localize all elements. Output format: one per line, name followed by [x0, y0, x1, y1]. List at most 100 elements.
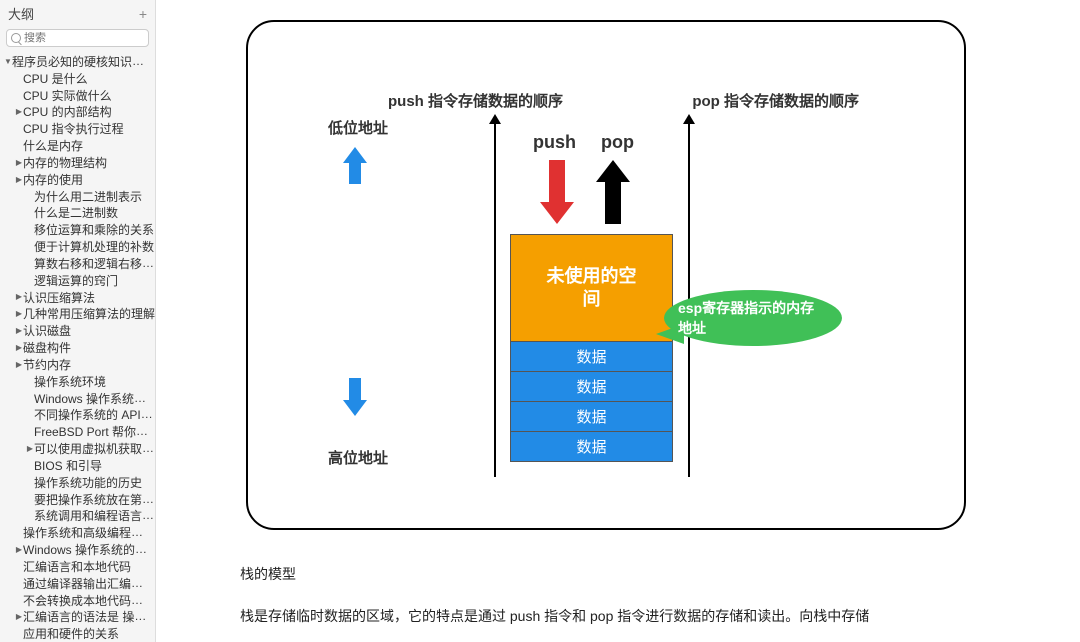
diagram-title-pop: pop 指令存储数据的顺序 [692, 90, 859, 111]
outline-item-label: 便于计算机处理的补数 [34, 240, 154, 254]
stack-boxes: 未使用的空间 数据数据数据数据 [510, 234, 673, 462]
add-icon[interactable]: + [139, 6, 147, 22]
outline-item[interactable]: ▼程序员必知的硬核知识大全 [0, 53, 155, 70]
search-box[interactable] [6, 29, 149, 47]
outline-item-label: 应用和硬件的关系 [23, 627, 119, 641]
chevron-right-icon[interactable]: ▶ [15, 173, 23, 187]
outline-item[interactable]: ▶节约内存 [0, 356, 155, 373]
pop-label: pop [601, 132, 634, 153]
outline-item[interactable]: ▶Windows 操作系统克服了 C... [0, 390, 155, 407]
chevron-right-icon[interactable]: ▶ [15, 610, 23, 624]
search-input[interactable] [24, 32, 144, 44]
outline-item-label: 要把操作系统放在第一位 [34, 492, 155, 507]
chevron-right-icon[interactable]: ▶ [15, 290, 23, 304]
sidebar-header: 大纲 + [0, 0, 155, 27]
outline-item[interactable]: ▶认识压缩算法 [0, 289, 155, 306]
pop-black-arrow-icon [596, 160, 630, 224]
stack-data-row: 数据 [510, 432, 673, 462]
article-heading: 栈的模型 [240, 560, 869, 588]
search-wrap [0, 27, 155, 51]
outline-sidebar: 大纲 + ▼程序员必知的硬核知识大全▶CPU 是什么▶CPU 实际做什么▶CPU… [0, 0, 156, 642]
outline-item[interactable]: ▶操作系统环境 [0, 373, 155, 390]
outline-item-label: 操作系统功能的历史 [34, 476, 142, 490]
outline-item-label: CPU 指令执行过程 [23, 122, 124, 136]
outline-item-label: 认识压缩算法 [23, 290, 95, 304]
chevron-right-icon[interactable]: ▶ [15, 156, 23, 170]
outline-item[interactable]: ▶逻辑运算的窍门 [0, 272, 155, 289]
outline-item[interactable]: ▶内存的物理结构 [0, 154, 155, 171]
outline-item[interactable]: ▶CPU 是什么 [0, 70, 155, 87]
outline-item[interactable]: ▶应用和硬件的关系 [0, 625, 155, 642]
outline-item[interactable]: ▶不同操作系统的 API 差异性 [0, 406, 155, 423]
chevron-right-icon[interactable]: ▶ [15, 543, 23, 557]
push-label: push [533, 132, 576, 153]
outline-item-label: 磁盘构件 [23, 341, 71, 355]
outline-item[interactable]: ▶CPU 指令执行过程 [0, 120, 155, 137]
outline-item-label: 不同操作系统的 API 差异性 [34, 407, 155, 422]
stack-diagram: push 指令存储数据的顺序 pop 指令存储数据的顺序 低位地址 高位地址 p… [246, 20, 966, 530]
outline-item[interactable]: ▶算数右移和逻辑右移的区别 [0, 255, 155, 272]
outline-item[interactable]: ▶为什么用二进制表示 [0, 188, 155, 205]
outline-item[interactable]: ▶通过编译器输出汇编语言... [0, 575, 155, 592]
outline-item-label: CPU 是什么 [23, 72, 88, 86]
outline-item-label: 逻辑运算的窍门 [34, 274, 118, 288]
outline-item[interactable]: ▶移位运算和乘除的关系 [0, 221, 155, 238]
push-red-arrow-icon [540, 160, 574, 224]
outline-item[interactable]: ▶几种常用压缩算法的理解 [0, 305, 155, 322]
outline-item[interactable]: ▶CPU 的内部结构 [0, 103, 155, 120]
chevron-right-icon[interactable]: ▶ [15, 324, 23, 338]
chevron-right-icon[interactable]: ▶ [26, 442, 34, 456]
esp-callout: esp寄存器指示的内存地址 [664, 290, 842, 346]
stack-data-row: 数据 [510, 342, 673, 372]
outline-item-label: 不会转换成本地代码的伪... [23, 593, 155, 608]
outline-item[interactable]: ▶CPU 实际做什么 [0, 87, 155, 104]
outline-item-label: 汇编语言和本地代码 [23, 560, 131, 574]
document-content: push 指令存储数据的顺序 pop 指令存储数据的顺序 低位地址 高位地址 p… [156, 0, 1080, 642]
unused-space-box: 未使用的空间 [510, 234, 673, 342]
chevron-right-icon[interactable]: ▶ [15, 307, 23, 321]
outline-item-label: FreeBSD Port 帮你轻松使... [34, 424, 155, 439]
outline-item[interactable]: ▶便于计算机处理的补数 [0, 238, 155, 255]
low-address-label: 低位地址 [328, 117, 388, 138]
outline-item-label: 汇编语言的语法是 操作码 +... [23, 609, 155, 624]
outline-item[interactable]: ▶什么是二进制数 [0, 204, 155, 221]
chevron-down-icon[interactable]: ▼ [4, 55, 12, 69]
outline-item-label: 系统调用和编程语言的移植性 [34, 508, 155, 523]
outline-tree[interactable]: ▼程序员必知的硬核知识大全▶CPU 是什么▶CPU 实际做什么▶CPU 的内部结… [0, 51, 155, 642]
outline-item-label: 什么是内存 [23, 139, 83, 153]
outline-item-label: 什么是二进制数 [34, 206, 118, 220]
outline-item[interactable]: ▶FreeBSD Port 帮你轻松使... [0, 423, 155, 440]
outline-item[interactable]: ▶可以使用虚拟机获取其他环境 [0, 440, 155, 457]
outline-item[interactable]: ▶什么是内存 [0, 137, 155, 154]
outline-item[interactable]: ▶Windows 操作系统的特征 [0, 541, 155, 558]
stack-data-row: 数据 [510, 372, 673, 402]
outline-item[interactable]: ▶BIOS 和引导 [0, 457, 155, 474]
right-arrowhead-icon [683, 114, 695, 124]
outline-item[interactable]: ▶认识磁盘 [0, 322, 155, 339]
outline-item-label: 通过编译器输出汇编语言... [23, 576, 155, 591]
chevron-right-icon[interactable]: ▶ [15, 341, 23, 355]
outline-item[interactable]: ▶要把操作系统放在第一位 [0, 491, 155, 508]
chevron-right-icon[interactable]: ▶ [15, 358, 23, 372]
chevron-right-icon[interactable]: ▶ [15, 105, 23, 119]
outline-item[interactable]: ▶内存的使用 [0, 171, 155, 188]
outline-item-label: 认识磁盘 [23, 324, 71, 338]
outline-item[interactable]: ▶汇编语言和本地代码 [0, 558, 155, 575]
outline-item-label: 程序员必知的硬核知识大全 [12, 54, 155, 69]
diagram-title-push: push 指令存储数据的顺序 [388, 90, 563, 111]
outline-item-label: CPU 实际做什么 [23, 88, 112, 102]
outline-item[interactable]: ▶不会转换成本地代码的伪... [0, 592, 155, 609]
outline-item-label: 算数右移和逻辑右移的区别 [34, 256, 155, 271]
left-arrowhead-icon [489, 114, 501, 124]
outline-item-label: 可以使用虚拟机获取其他环境 [34, 441, 155, 456]
outline-item[interactable]: ▶系统调用和编程语言的移植性 [0, 507, 155, 524]
outline-item[interactable]: ▶磁盘构件 [0, 339, 155, 356]
stack-left-border [494, 122, 496, 477]
high-address-label: 高位地址 [328, 447, 388, 468]
outline-item[interactable]: ▶操作系统和高级编程语言... [0, 524, 155, 541]
blue-down-arrow-icon [343, 400, 367, 416]
outline-item-label: 节约内存 [23, 358, 71, 372]
outline-item-label: 内存的物理结构 [23, 156, 107, 170]
outline-item[interactable]: ▶操作系统功能的历史 [0, 474, 155, 491]
outline-item[interactable]: ▶汇编语言的语法是 操作码 +... [0, 608, 155, 625]
